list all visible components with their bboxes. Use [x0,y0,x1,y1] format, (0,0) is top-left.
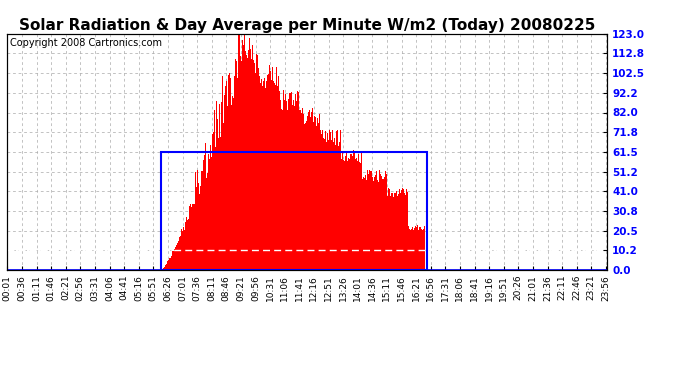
Bar [161,152,426,270]
Text: Copyright 2008 Cartronics.com: Copyright 2008 Cartronics.com [10,39,162,48]
Title: Solar Radiation & Day Average per Minute W/m2 (Today) 20080225: Solar Radiation & Day Average per Minute… [19,18,595,33]
